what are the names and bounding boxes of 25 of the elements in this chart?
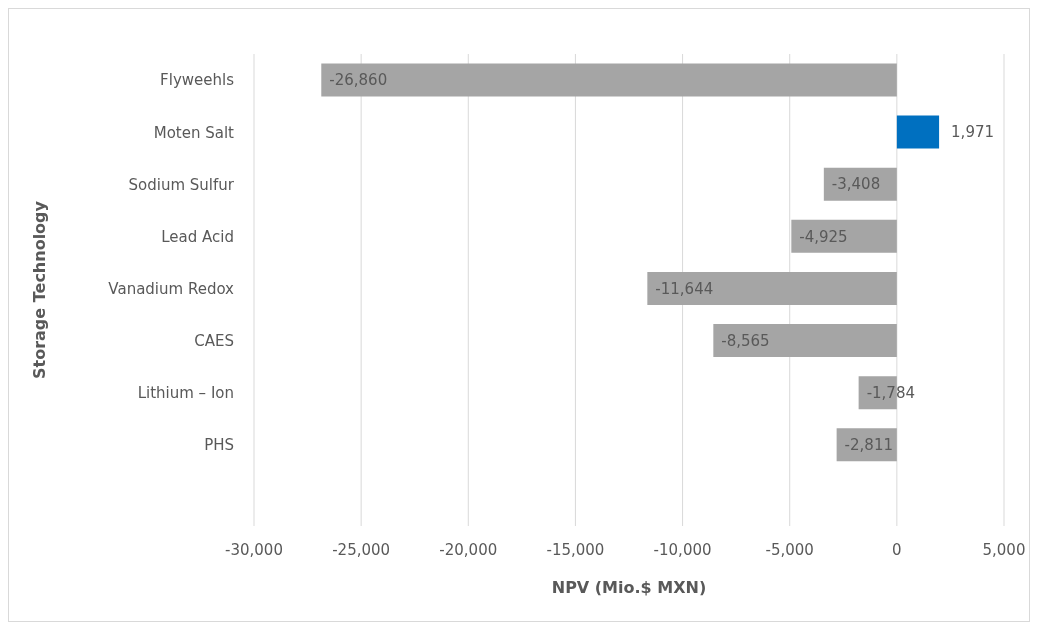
x-tick-label: -5,000 [765, 540, 814, 559]
y-tick-label: Flyweehls [160, 71, 235, 90]
data-label: -8,565 [721, 331, 770, 350]
x-tick-label: -15,000 [546, 540, 605, 559]
data-label: -26,860 [329, 71, 388, 90]
y-tick-label: CAES [194, 332, 234, 351]
y-tick-label: Lithium – Ion [137, 384, 234, 403]
x-tick-label: 5,000 [982, 540, 1026, 559]
data-label: -2,811 [844, 436, 893, 455]
data-label: 1,971 [951, 123, 995, 142]
data-label: -3,408 [831, 175, 881, 194]
y-tick-label: Moten Salt [153, 123, 235, 142]
y-tick-label: Vanadium Redox [108, 279, 235, 298]
x-tick-label: -25,000 [332, 540, 391, 559]
x-tick-label: -20,000 [439, 540, 498, 559]
y-axis-title: Storage Technology [29, 200, 49, 379]
data-label: -11,644 [655, 279, 714, 298]
x-tick-label: 0 [892, 540, 902, 559]
x-tick-label: -30,000 [225, 540, 283, 559]
x-axis-title: NPV (Mio.$ MXN) [551, 578, 707, 597]
y-tick-label: Lead Acid [161, 227, 234, 246]
data-label: -4,925 [799, 227, 848, 246]
y-tick-label: Sodium Sulfur [128, 175, 235, 194]
x-tick-label: -10,000 [653, 540, 712, 559]
y-tick-label: PHS [204, 436, 234, 455]
